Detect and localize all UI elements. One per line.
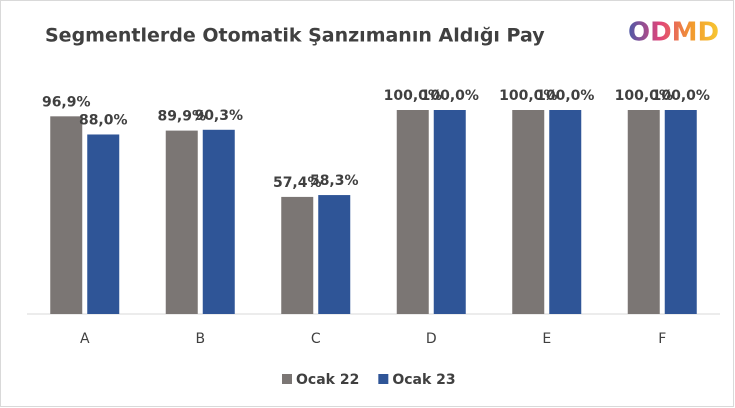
legend-swatch: [378, 374, 389, 384]
x-tick-label: F: [658, 331, 666, 347]
legend-swatch: [282, 374, 292, 384]
bar: [549, 110, 582, 314]
legend-label: Ocak 23: [392, 372, 455, 388]
x-tick-label: B: [195, 331, 205, 347]
value-label: 57,4%: [273, 175, 322, 191]
bar: [318, 195, 351, 314]
value-label: 100,0%: [652, 88, 710, 104]
value-label: 88,0%: [79, 112, 128, 128]
bar: [165, 130, 198, 314]
chart-title: Segmentlerde Otomatik Şanzımanın Aldığı …: [45, 25, 545, 47]
value-label: 96,9%: [42, 94, 91, 110]
value-label: 100,0%: [499, 88, 557, 104]
value-label: 90,3%: [194, 108, 243, 124]
logo: ODMD: [628, 18, 719, 48]
bar: [281, 196, 314, 314]
value-label: 100,0%: [384, 88, 442, 104]
value-label: 89,9%: [157, 109, 206, 125]
x-tick-label: D: [426, 331, 437, 347]
value-label: 100,0%: [421, 88, 479, 104]
bar: [664, 110, 697, 314]
bar: [87, 134, 120, 314]
value-label: 58,3%: [310, 173, 359, 189]
bar: [202, 129, 235, 314]
x-tick-label: E: [542, 331, 551, 347]
bar: [627, 110, 660, 314]
x-tick-label: A: [80, 331, 90, 347]
legend-label: Ocak 22: [296, 372, 359, 388]
value-label: 100,0%: [615, 88, 673, 104]
x-tick-label: C: [311, 331, 321, 347]
bar: [50, 116, 83, 314]
bar: [433, 110, 466, 314]
bar: [396, 110, 429, 314]
bar: [512, 110, 545, 314]
value-label: 100,0%: [536, 88, 594, 104]
